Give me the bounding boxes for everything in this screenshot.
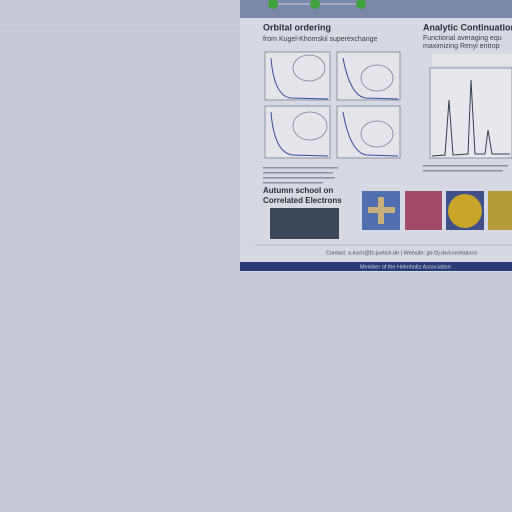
footer: Member of the Helmholtz Association (360, 264, 451, 270)
dot (310, 0, 320, 9)
image-detail (368, 197, 395, 224)
inset (360, 120, 394, 148)
curve (342, 111, 399, 157)
inset (292, 111, 328, 141)
section-line: maximizing Renyi entrop (423, 43, 500, 50)
school-title: Correlated Electrons (263, 196, 342, 205)
poster-header (240, 0, 512, 18)
school-title: Autumn school on (263, 186, 333, 195)
dot (268, 0, 278, 9)
inset (292, 54, 326, 82)
image-detail (448, 194, 482, 228)
image (488, 191, 512, 230)
section-subtitle: from Kugel-Khomskii superexchange (263, 36, 377, 43)
plots (264, 51, 401, 159)
image (405, 191, 442, 230)
curves (270, 57, 399, 157)
contact: Contact: a.koch@fz-juelich.de | Website:… (326, 250, 477, 256)
footer-bar (240, 262, 512, 271)
curve (270, 111, 329, 157)
inset (360, 64, 394, 92)
spectrum (431, 79, 510, 157)
caption (423, 165, 508, 167)
dot (356, 0, 366, 9)
equation (432, 54, 512, 66)
section-title: Analytic Continuation (423, 22, 512, 32)
citation (263, 167, 338, 184)
section-line: Functional averaging equ (423, 35, 502, 42)
group-photo (270, 208, 339, 239)
curve (270, 57, 329, 100)
section-title: Orbital ordering (263, 22, 331, 32)
caption (423, 170, 503, 172)
curve (342, 57, 399, 100)
